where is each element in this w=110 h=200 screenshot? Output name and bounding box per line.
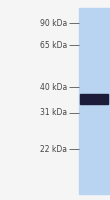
- Text: 22 kDa: 22 kDa: [40, 144, 67, 154]
- Bar: [80, 94, 108, 104]
- Text: 40 kDa: 40 kDa: [40, 83, 67, 92]
- Bar: [79, 8, 110, 194]
- Text: 31 kDa: 31 kDa: [40, 108, 67, 117]
- Text: 90 kDa: 90 kDa: [40, 19, 67, 27]
- Text: 65 kDa: 65 kDa: [40, 40, 67, 49]
